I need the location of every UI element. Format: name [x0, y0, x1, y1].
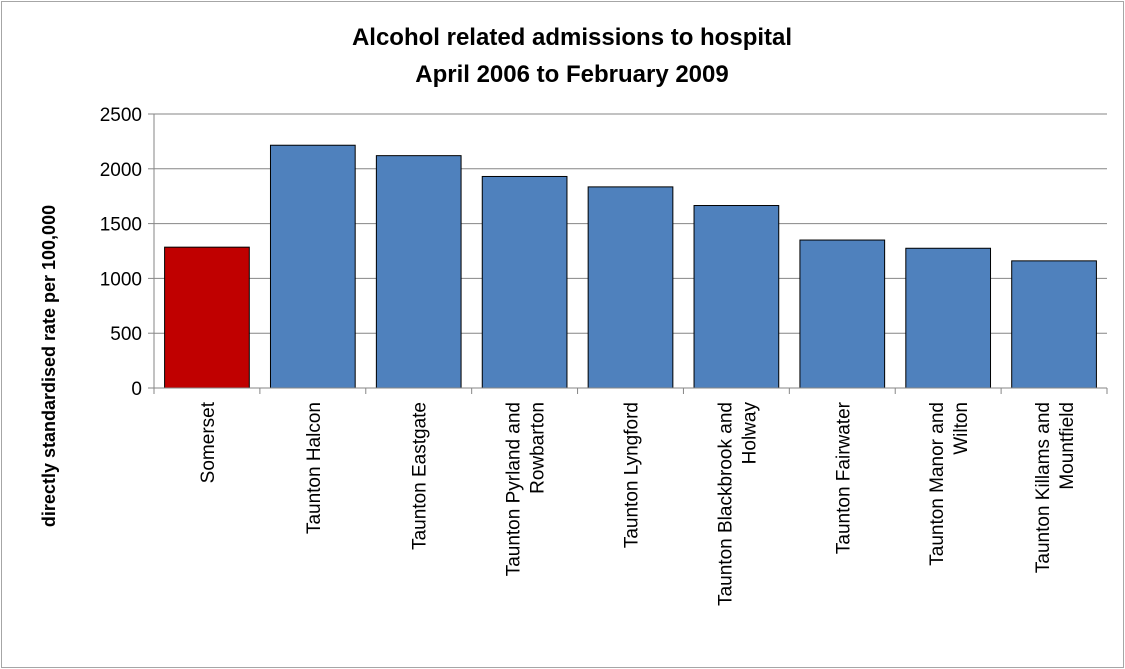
bar — [799, 239, 886, 389]
bar — [269, 144, 356, 389]
y-tick-label: 500 — [110, 324, 142, 345]
chart-title: Alcohol related admissions to hospital A… — [352, 24, 792, 88]
bar — [905, 247, 992, 389]
y-tick-label: 1500 — [100, 215, 142, 236]
x-category-label: Holway — [739, 402, 760, 465]
y-axis-ticks: 0 500 1000 1500 2000 2500 — [100, 105, 154, 400]
bar — [693, 205, 780, 389]
x-category-label: Somerset — [198, 401, 219, 483]
bar — [587, 186, 674, 389]
bar — [481, 175, 568, 389]
x-category-label: Taunton Manor and — [927, 402, 948, 566]
bar — [164, 246, 250, 389]
y-tick-label: 0 — [131, 379, 142, 400]
y-tick-label: 2000 — [100, 160, 142, 181]
y-axis-label: directly standardised rate per 100,000 — [39, 205, 59, 527]
x-category-label: Mountfield — [1057, 402, 1078, 490]
chart-title-line-1: Alcohol related admissions to hospital — [352, 24, 792, 51]
x-category-label: Wilton — [951, 402, 972, 455]
x-category-label: Taunton Pyrland and — [504, 402, 525, 576]
y-tick-label: 1000 — [100, 269, 142, 290]
y-tick-label: 2500 — [100, 105, 142, 126]
bar — [375, 155, 462, 389]
x-category-label: Rowbarton — [528, 402, 549, 494]
axes — [153, 114, 1108, 394]
x-category-label: Taunton Fairwater — [833, 401, 854, 554]
x-category-label: Taunton Killams and — [1033, 402, 1054, 573]
bars — [164, 144, 1097, 389]
x-axis-labels: Somerset Taunton Halcon Taunton Eastgate Ta… — [198, 401, 1078, 606]
chart-title-line-2: April 2006 to February 2009 — [415, 61, 728, 88]
bar — [1011, 260, 1097, 389]
x-category-label: Taunton Halcon — [304, 402, 325, 534]
x-category-label: Taunton Lyngford — [622, 402, 643, 548]
x-category-label: Taunton Eastgate — [410, 402, 431, 550]
x-category-label: Taunton Blackbrook and — [715, 402, 736, 606]
